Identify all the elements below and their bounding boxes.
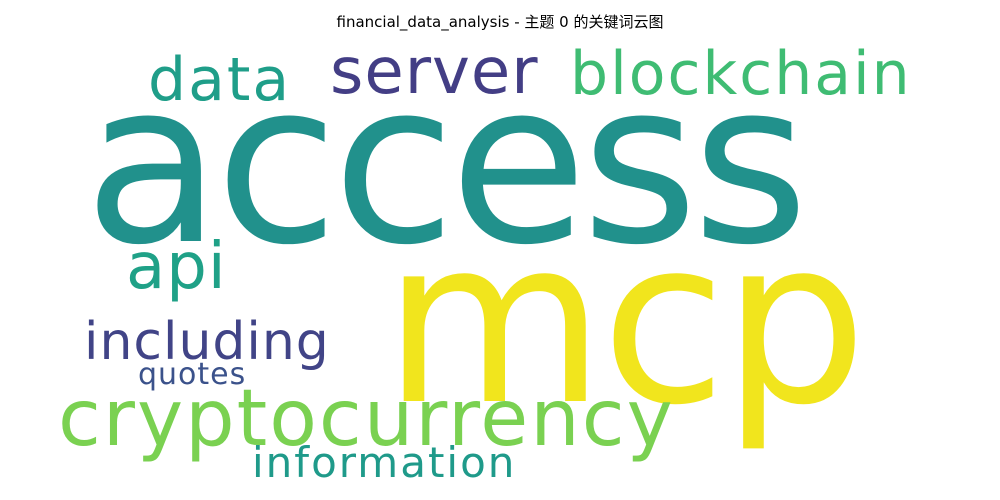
word-blockchain: blockchain <box>570 39 912 109</box>
word-server: server <box>330 35 539 109</box>
word-information: information <box>252 438 517 487</box>
word-including: including <box>84 312 330 372</box>
word-api: api <box>126 230 227 304</box>
word-access: access <box>84 33 809 294</box>
word-mcp: mcp <box>383 189 867 455</box>
word-cryptocurrency: cryptocurrency <box>58 374 675 464</box>
word-quotes: quotes <box>138 357 247 392</box>
figure-title: financial_data_analysis - 主题 0 的关键词云图 <box>336 13 664 31</box>
word-data: data <box>148 45 292 115</box>
